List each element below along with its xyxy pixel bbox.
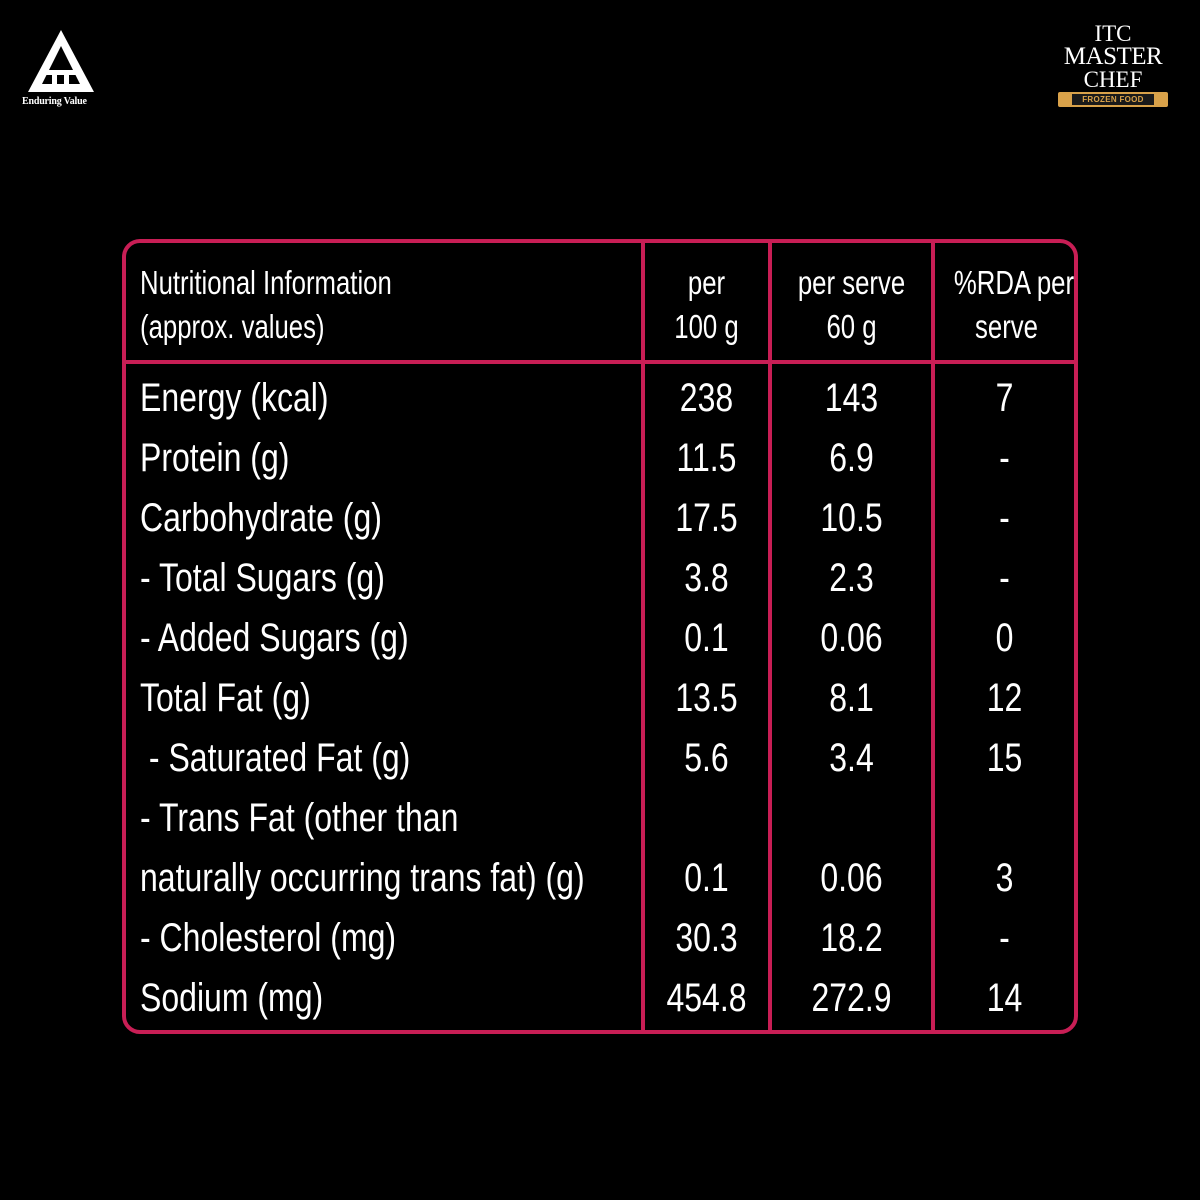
row-per-serve: 0.06: [820, 616, 883, 660]
masterchef-logo: ITC MASTER CHEF FROZEN FOOD: [1052, 22, 1174, 112]
row-per-serve: 18.2: [820, 916, 883, 960]
row-per-100g: 238: [679, 376, 734, 420]
itc-tagline: Enduring Value: [22, 96, 87, 107]
column-divider: [641, 239, 645, 1034]
header-per-serve: per serve 60 g: [793, 261, 911, 349]
row-name: naturally occurring trans fat) (g): [140, 856, 585, 900]
nutrition-table: Nutritional Information (approx. values)…: [122, 239, 1078, 1034]
row-rda: 7: [995, 376, 1014, 420]
masterchef-itc-text: ITC: [1094, 21, 1132, 46]
row-rda: 15: [986, 736, 1023, 780]
row-per-100g: 13.5: [675, 676, 738, 720]
header-name-line1: Nutritional Information: [140, 264, 392, 301]
column-divider: [768, 239, 772, 1034]
row-per-100g: 3.8: [684, 556, 729, 600]
row-name: Carbohydrate (g): [140, 496, 382, 540]
row-per-100g: 0.1: [684, 616, 729, 660]
row-rda: 0: [995, 616, 1014, 660]
row-per-100g: 30.3: [675, 916, 738, 960]
row-per-100g: 5.6: [684, 736, 729, 780]
masterchef-chef-text: CHEF: [1083, 67, 1143, 92]
header-col3-line2: serve: [975, 308, 1038, 345]
row-rda: -: [999, 436, 1010, 480]
header-col1-line2: 100 g: [674, 308, 739, 345]
row-name: - Total Sugars (g): [140, 556, 385, 600]
row-per-100g: 17.5: [675, 496, 738, 540]
row-rda: 14: [986, 976, 1023, 1020]
masterchef-master-text: MASTER: [1063, 43, 1163, 70]
itc-triangle-icon: [28, 30, 94, 92]
row-rda: -: [999, 916, 1010, 960]
header-col1-line1: per: [687, 264, 726, 301]
row-per-100g: 454.8: [666, 976, 747, 1020]
row-name: - Added Sugars (g): [140, 616, 409, 660]
row-rda: 3: [995, 856, 1014, 900]
row-per-serve: 0.06: [820, 856, 883, 900]
row-per-100g: 11.5: [676, 436, 737, 480]
row-per-100g: 0.1: [684, 856, 729, 900]
header-col2-line2: 60 g: [826, 308, 877, 345]
header-rda-per-serve: %RDA per serve: [953, 261, 1075, 349]
row-rda: -: [999, 496, 1010, 540]
column-divider: [931, 239, 935, 1034]
row-name: Protein (g): [140, 436, 290, 480]
header-col3-line1: %RDA per: [953, 264, 1075, 301]
header-name-line2: (approx. values): [140, 308, 325, 345]
row-rda: -: [999, 556, 1010, 600]
frozen-food-label: FROZEN FOOD: [1072, 94, 1154, 105]
header-nutritional-information: Nutritional Information (approx. values): [140, 261, 392, 349]
row-name: - Saturated Fat (g): [140, 736, 411, 780]
row-name: Energy (kcal): [140, 376, 329, 420]
row-name: - Cholesterol (mg): [140, 916, 397, 960]
row-per-serve: 143: [824, 376, 879, 420]
frozen-food-badge: FROZEN FOOD: [1058, 92, 1168, 107]
row-per-serve: 2.3: [829, 556, 874, 600]
header-per-100g: per 100 g: [662, 261, 752, 349]
header-divider: [122, 360, 1078, 364]
row-name: Total Fat (g): [140, 676, 311, 720]
itc-logo: Enduring Value: [22, 30, 98, 110]
header-col2-line1: per serve: [797, 264, 906, 301]
row-per-serve: 3.4: [829, 736, 874, 780]
row-name: - Trans Fat (other than: [140, 796, 459, 840]
row-per-serve: 10.5: [820, 496, 883, 540]
row-per-serve: 272.9: [811, 976, 892, 1020]
row-rda: 12: [986, 676, 1023, 720]
row-per-serve: 6.9: [829, 436, 874, 480]
row-per-serve: 8.1: [829, 676, 874, 720]
row-name: Sodium (mg): [140, 976, 324, 1020]
